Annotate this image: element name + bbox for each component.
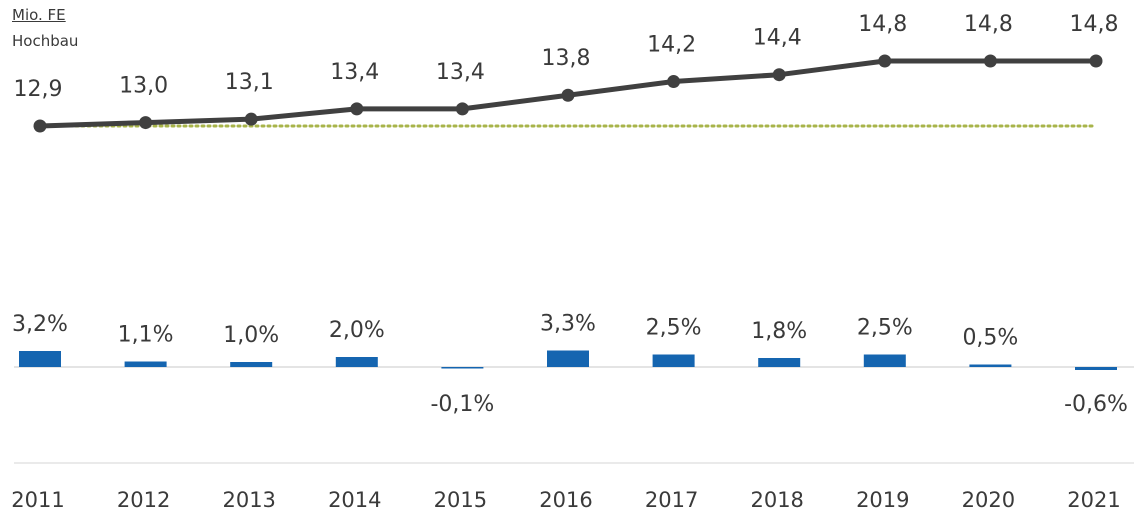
line-point bbox=[33, 119, 47, 133]
bar-value-label: 2,5% bbox=[646, 316, 702, 341]
series-label: Hochbau bbox=[12, 32, 79, 50]
line-value-label: 12,9 bbox=[14, 77, 63, 102]
bar-value-label: 2,5% bbox=[857, 316, 913, 341]
bar-value-label: 2,0% bbox=[329, 318, 385, 343]
bar bbox=[969, 364, 1012, 367]
bar bbox=[124, 361, 167, 367]
x-tick-label: 2020 bbox=[962, 488, 1015, 512]
bar bbox=[758, 358, 801, 367]
line-point bbox=[561, 88, 575, 102]
line-value-label: 13,4 bbox=[436, 60, 485, 85]
bar-value-label: 1,8% bbox=[751, 319, 807, 344]
bar bbox=[230, 362, 273, 367]
bar-value-label: -0,1% bbox=[430, 392, 494, 417]
x-tick-label: 2011 bbox=[11, 488, 64, 512]
x-tick-label: 2021 bbox=[1067, 488, 1120, 512]
x-tick-label: 2018 bbox=[750, 488, 803, 512]
line-point bbox=[244, 112, 258, 126]
line-value-label: 14,8 bbox=[964, 12, 1013, 37]
unit-label: Mio. FE bbox=[12, 6, 66, 24]
x-tick-label: 2017 bbox=[645, 488, 698, 512]
bar-layer: 3,2% 1,1% 1,0% 2,0% -0,1% 3,3% 2,5% 1,8% 2,5% 0,5… bbox=[12, 312, 1134, 417]
x-tick-label: 2012 bbox=[117, 488, 170, 512]
line-point bbox=[667, 75, 681, 89]
bar bbox=[1075, 367, 1117, 370]
bar-value-label: 3,3% bbox=[540, 312, 596, 337]
line-value-label: 13,0 bbox=[119, 74, 168, 99]
line-point bbox=[878, 54, 892, 68]
x-tick-label: 2019 bbox=[856, 488, 909, 512]
bar-value-label: 1,1% bbox=[118, 323, 174, 348]
line-layer: 12,9 13,0 13,1 13,4 13,4 13,8 14,2 14,4 14,8 14,8… bbox=[14, 12, 1119, 133]
line-value-label: 13,4 bbox=[330, 60, 379, 85]
line-value-label: 14,8 bbox=[858, 12, 907, 37]
line-point bbox=[139, 116, 153, 130]
x-tick-label: 2014 bbox=[328, 488, 381, 512]
line-point bbox=[1089, 54, 1103, 68]
line-point bbox=[455, 102, 469, 116]
x-tick-label: 2015 bbox=[434, 488, 487, 512]
x-tick-label: 2016 bbox=[539, 488, 592, 512]
line-point bbox=[772, 68, 786, 82]
bar-value-label: 0,5% bbox=[962, 326, 1018, 351]
bar bbox=[863, 354, 906, 367]
x-tick-label: 2013 bbox=[222, 488, 275, 512]
bar bbox=[335, 357, 378, 367]
line-value-label: 14,2 bbox=[647, 33, 696, 58]
line-point bbox=[350, 102, 364, 116]
bar-value-label: 3,2% bbox=[12, 312, 68, 337]
line-value-label: 13,8 bbox=[542, 46, 591, 71]
bar bbox=[441, 367, 484, 369]
bar bbox=[547, 350, 589, 367]
axis-layer: 2011 2012 2013 2014 2015 2016 2017 2018 2019 2020… bbox=[11, 462, 1134, 512]
bar bbox=[19, 351, 61, 367]
bar bbox=[652, 354, 695, 367]
bar-value-label: -0,6% bbox=[1064, 392, 1128, 417]
line-value-label: 14,8 bbox=[1070, 12, 1119, 37]
line-point bbox=[983, 54, 997, 68]
bar-value-label: 1,0% bbox=[223, 323, 279, 348]
line-value-label: 13,1 bbox=[225, 70, 274, 95]
line-value-label: 14,4 bbox=[753, 26, 802, 51]
